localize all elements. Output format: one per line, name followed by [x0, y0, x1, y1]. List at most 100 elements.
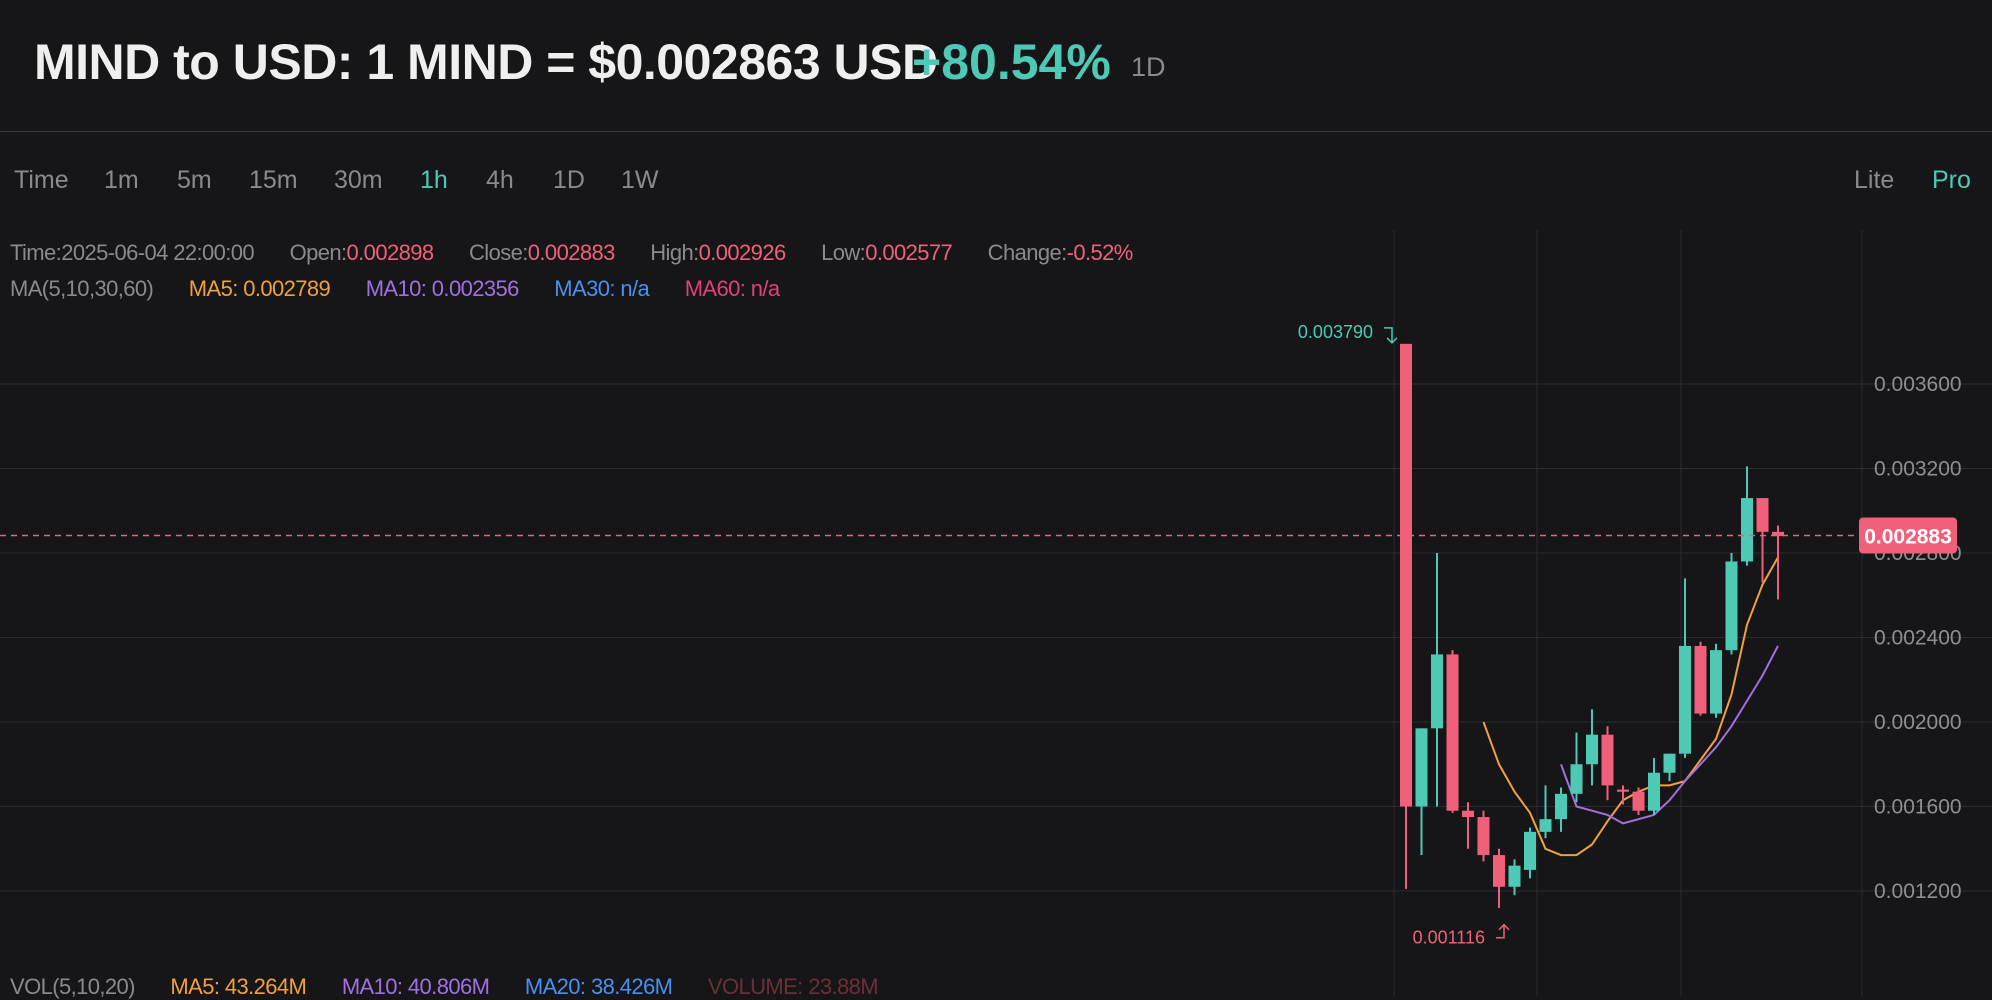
candle: [1741, 466, 1753, 566]
max-price-label: 0.003790: [1298, 322, 1373, 342]
candle-body: [1586, 734, 1598, 765]
candle-body: [1446, 654, 1459, 811]
close-value: 0.002883: [527, 240, 616, 265]
current-price-label: 0.002883: [1864, 525, 1952, 548]
ma-label: MA(5,10,30,60): [10, 276, 154, 301]
candle-body: [1570, 764, 1583, 794]
vol-ma5: MA5: 43.264M: [170, 974, 307, 999]
y-tick-label: 0.001200: [1874, 880, 1962, 903]
candle-body: [1431, 654, 1443, 729]
candle-body: [1694, 645, 1707, 714]
candle: [1539, 785, 1552, 839]
y-axis: 0.0036000.0032000.0028000.0024000.002000…: [1874, 373, 1962, 903]
interval-1w[interactable]: 1W: [621, 166, 659, 194]
ma5-value: MA5: 0.002789: [188, 276, 331, 301]
candle: [1772, 525, 1784, 600]
interval-30m[interactable]: 30m: [334, 166, 383, 194]
max-arrow-icon: [1384, 327, 1398, 344]
price-chart[interactable]: 0.0036000.0032000.0028000.0024000.002000…: [0, 230, 1992, 996]
vol-label: VOL(5,10,20): [10, 974, 135, 999]
candle: [1570, 732, 1583, 803]
change-label: Change:: [987, 240, 1068, 265]
ma5-line: [1482, 556, 1779, 857]
candle-body: [1648, 772, 1660, 811]
time-info-value: 2025-06-04 22:00:00: [61, 240, 255, 265]
candle: [1400, 343, 1412, 889]
y-tick-label: 0.003200: [1874, 458, 1962, 481]
interval-15m[interactable]: 15m: [249, 166, 298, 194]
candle: [1586, 709, 1598, 786]
price-markers: 0.002883 0.003790 0.001116: [0, 322, 1957, 948]
candle: [1663, 753, 1676, 782]
candle-body: [1415, 728, 1428, 807]
candle-body: [1508, 865, 1521, 887]
current-price-tag: [1859, 517, 1957, 554]
change-period: 1D: [1131, 52, 1166, 82]
high-value: 0.002926: [698, 240, 787, 265]
vol-volume: VOLUME: 23.88M: [707, 974, 879, 999]
candle-body: [1539, 819, 1552, 832]
y-tick-label: 0.002000: [1874, 711, 1962, 734]
header: MIND to USD: 1 MIND = $0.002863 USD +80.…: [0, 0, 1992, 132]
ohlc-info-row: Time:2025-06-04 22:00:00 Open:0.002898 C…: [10, 240, 1163, 266]
y-tick-label: 0.001600: [1874, 796, 1962, 819]
y-tick-label: 0.003600: [1874, 373, 1962, 396]
price-change-badge: +80.54%: [912, 34, 1111, 90]
candle-body: [1756, 498, 1769, 532]
candle-body: [1663, 753, 1676, 773]
candle-body: [1632, 791, 1645, 811]
candle: [1601, 726, 1614, 801]
candle-body: [1710, 650, 1722, 714]
candle-body: [1725, 561, 1738, 651]
min-arrow-icon: [1496, 923, 1510, 939]
candle: [1617, 785, 1629, 805]
time-label: Time: [14, 166, 69, 194]
candle: [1493, 848, 1505, 908]
close-label: Close:: [469, 240, 528, 265]
ma10-line: [1560, 645, 1779, 825]
mode-lite[interactable]: Lite: [1854, 166, 1895, 194]
candle: [1725, 553, 1738, 655]
change-value: -0.52%: [1066, 240, 1134, 265]
candle: [1648, 757, 1660, 815]
vol-ma20: MA20: 38.426M: [524, 974, 673, 999]
candles: [1400, 343, 1784, 908]
candle: [1524, 827, 1536, 879]
candle: [1555, 787, 1567, 832]
volume-info-row: VOL(5,10,20) MA5: 43.264M MA10: 40.806M …: [10, 974, 908, 1000]
interval-5m[interactable]: 5m: [177, 166, 212, 194]
ma30-value: MA30: n/a: [554, 276, 650, 301]
candle: [1446, 650, 1459, 813]
mode-pro[interactable]: Pro: [1932, 166, 1971, 194]
candle-body: [1741, 498, 1753, 562]
candle-body: [1462, 810, 1474, 818]
open-value: 0.002898: [346, 240, 435, 265]
candle: [1431, 553, 1443, 807]
interval-1d[interactable]: 1D: [553, 166, 585, 194]
candle-body: [1555, 793, 1567, 820]
interval-1m[interactable]: 1m: [104, 166, 139, 194]
time-info-label: Time:: [10, 240, 62, 265]
candle: [1632, 787, 1645, 815]
vol-ma10: MA10: 40.806M: [341, 974, 490, 999]
candle-body: [1400, 343, 1412, 807]
candle: [1508, 859, 1521, 896]
candle: [1415, 728, 1428, 856]
low-value: 0.002577: [865, 240, 953, 265]
candle: [1694, 641, 1707, 716]
ma10-value: MA10: 0.002356: [365, 276, 520, 301]
candle-body: [1524, 831, 1536, 870]
ma-info-row: MA(5,10,30,60) MA5: 0.002789 MA10: 0.002…: [10, 276, 810, 302]
chart-grid: [0, 230, 1992, 996]
page-title: MIND to USD: 1 MIND = $0.002863 USD: [34, 34, 938, 90]
candle-body: [1617, 789, 1629, 792]
candle-body: [1477, 817, 1490, 856]
interval-4h[interactable]: 4h: [486, 166, 514, 194]
candle-body: [1679, 645, 1691, 754]
y-tick-label: 0.002400: [1874, 627, 1962, 650]
interval-1h[interactable]: 1h: [420, 166, 448, 194]
candle: [1462, 802, 1474, 849]
ma-lines: [1482, 556, 1779, 857]
candle: [1477, 810, 1490, 862]
open-label: Open:: [289, 240, 348, 265]
